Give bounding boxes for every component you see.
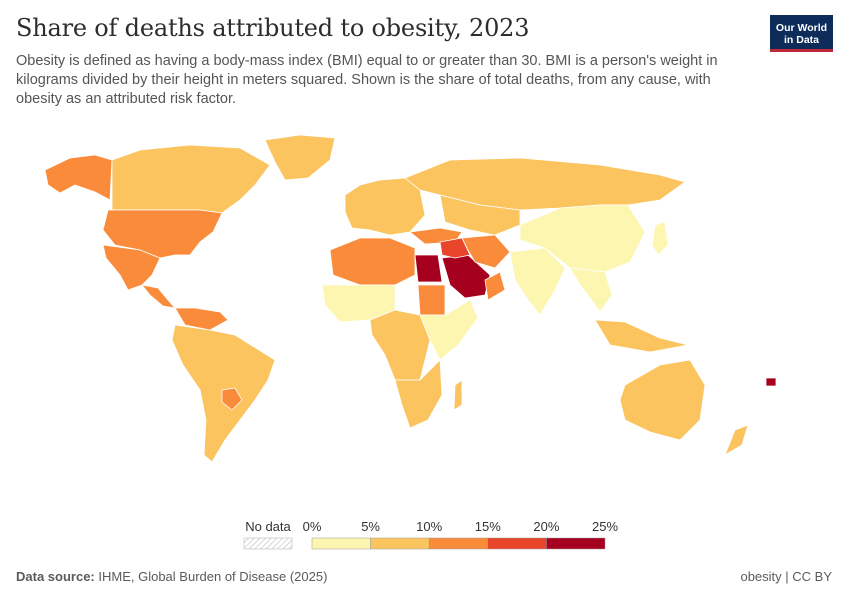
legend-bin-1[interactable] (370, 537, 430, 550)
license-text[interactable]: obesity | CC BY (740, 569, 832, 584)
region-iran[interactable] (461, 234, 511, 269)
chart-subtitle: Obesity is defined as having a body-mass… (16, 53, 718, 107)
chart-title: Share of deaths attributed to obesity, 2… (16, 14, 530, 42)
region-europe[interactable] (344, 177, 426, 236)
legend-tick-2: 10% (416, 519, 442, 534)
data-source-label: Data source: (16, 569, 95, 584)
region-malaysia[interactable] (594, 319, 689, 353)
region-north-africa[interactable] (329, 237, 416, 286)
legend-tick-3: 15% (475, 519, 501, 534)
region-united-states[interactable] (102, 209, 223, 259)
legend-bin-3[interactable] (487, 537, 547, 550)
region-new-zealand[interactable] (724, 424, 749, 456)
region-japan[interactable] (651, 221, 669, 256)
legend-no-data-swatch (243, 537, 293, 550)
region-central-asia[interactable] (439, 194, 521, 236)
owid-logo[interactable]: Our World in Data (770, 15, 833, 52)
world-map[interactable] (0, 120, 850, 510)
region-india[interactable] (509, 247, 566, 316)
region-paraguay[interactable] (221, 387, 243, 411)
region-greenland[interactable] (264, 134, 336, 181)
legend-bin-4[interactable] (546, 537, 606, 550)
logo-line-2: in Data (783, 33, 819, 46)
region-australia[interactable] (619, 359, 706, 441)
region-oman[interactable] (484, 271, 506, 301)
region-iraq-syria[interactable] (439, 237, 471, 259)
legend-tick-5: 25% (592, 519, 618, 534)
region-southeast-asia[interactable] (569, 267, 613, 313)
legend-bin-0[interactable] (311, 537, 371, 550)
data-source: Data source: IHME, Global Burden of Dise… (16, 569, 327, 584)
legend-tick-0: 0% (303, 519, 322, 534)
logo-line-1: Our World (775, 21, 828, 34)
region-pacific-islands[interactable] (765, 377, 777, 387)
legend-bin-2[interactable] (428, 537, 489, 550)
region-china[interactable] (519, 204, 646, 273)
region-southern-africa[interactable] (394, 359, 443, 429)
legend-tick-4: 20% (533, 519, 559, 534)
region-east-africa[interactable] (419, 299, 479, 361)
legend-no-data-label: No data (245, 519, 291, 534)
data-source-text: IHME, Global Burden of Disease (2025) (98, 569, 328, 584)
region-egypt[interactable] (414, 254, 443, 283)
region-venezuela[interactable] (174, 307, 229, 331)
region-madagascar[interactable] (453, 379, 463, 411)
region-alaska[interactable] (44, 154, 113, 201)
legend-tick-1: 5% (361, 519, 380, 534)
